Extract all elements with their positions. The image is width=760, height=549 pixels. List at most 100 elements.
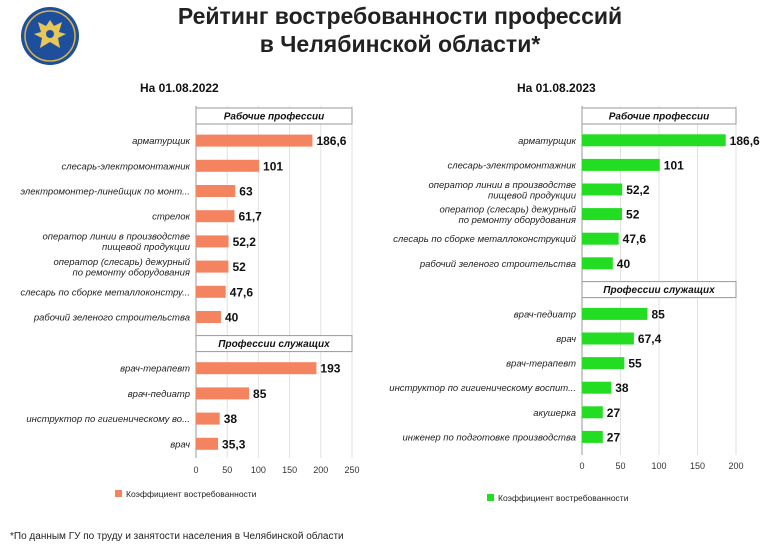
data-label: 63 [239,185,253,199]
category-label: арматурщик [132,136,190,147]
category-label: слесарь-электромонтажник [62,161,191,172]
x-tick-label: 100 [651,461,666,471]
section-header-box [581,281,737,299]
bar [196,185,236,197]
data-label: 47,6 [230,285,254,299]
category-label: рабочий зеленого строительства [419,259,576,270]
x-tick-label: 100 [251,465,266,475]
section-header-box [195,335,353,353]
category-label: слесарь по сборке металлоконстру... [20,287,190,298]
bar [582,134,726,147]
data-label: 85 [253,387,267,401]
category-label: инженер по подготовке производства [403,432,576,443]
chart-2023: На 01.08.2023 0 50 100 150 200 Рабочие професс… [389,81,760,503]
category-label: оператор линии в производстве пищевой про… [42,232,190,254]
category-label: оператор (слесарь) дежурный по ремонту об… [439,204,576,226]
legend-label: Коэффициент востребованности [126,489,257,499]
x-tick-label: 250 [344,465,359,475]
category-label: врач [556,334,576,345]
bar [196,311,221,323]
data-label: 186,6 [316,134,346,148]
bar [582,183,623,196]
bar [196,134,313,147]
emblem-logo [20,6,80,66]
bar [196,210,235,223]
panel-date-label: На 01.08.2022 [140,81,219,95]
section-header-label: Рабочие профессии [224,111,325,123]
data-label: 52 [232,260,246,274]
data-label: 27 [607,430,621,444]
bar [196,412,220,425]
bar [196,235,229,248]
data-label: 38 [615,381,629,395]
bar [582,232,619,245]
category-label: акушерка [533,408,576,419]
x-tick-label: 150 [282,465,297,475]
data-label: 52,2 [233,235,257,249]
bar [196,387,250,400]
bar [196,285,226,298]
data-label: 52 [626,208,640,222]
category-label: оператор (слесарь) дежурный по ремонту об… [53,257,190,279]
data-label: 186,6 [730,134,760,148]
category-label: рабочий зеленого строительства [33,313,190,324]
data-label: 193 [320,362,340,376]
bar [582,430,603,443]
title-line-1: Рейтинг востребованности профессий [177,3,623,29]
section-header-label: Профессии служащих [218,338,330,350]
data-label: 47,6 [623,232,647,246]
category-label: оператор линии в производстве пищевой про… [428,180,576,202]
page-title: Рейтинг востребованности профессий в Чел… [90,2,710,58]
category-label: врач [170,439,190,450]
x-tick-label: 0 [579,461,584,471]
x-tick-label: 0 [193,465,198,475]
chart-2022: На 01.08.2022 0 50 100 150 200 250 Рабочие проф… [20,81,359,499]
category-label: слесарь по сборке металлоконструкций [393,234,577,245]
title-line-2: в Челябинской области* [259,31,541,57]
bar [196,159,260,172]
category-label: инструктор по гигиеническому воспит... [389,383,576,394]
category-label: инструктор по гигиеническому во... [26,414,190,425]
category-label: врач-педиатр [514,309,576,320]
section-header-label: Профессии служащих [603,284,715,296]
bar [582,381,612,394]
data-label: 35,3 [222,437,246,451]
data-label: 101 [263,159,283,173]
section-header-box [581,107,737,125]
x-tick-label: 50 [615,461,625,471]
category-label: врач-педиатр [128,389,190,400]
bar [582,208,623,221]
data-label: 38 [224,412,238,426]
data-label: 85 [651,307,665,321]
bar [196,437,219,450]
data-label: 40 [617,257,631,271]
bar [582,357,625,370]
legend-swatch [115,490,122,497]
category-label: электромонтер-линейщик по монт... [20,187,190,198]
data-label: 67,4 [638,332,662,346]
bar [582,332,634,345]
data-label: 101 [664,158,684,172]
category-label: врач-терапевт [506,359,576,370]
category-label: стрелок [152,212,190,223]
bar [196,260,229,273]
section-header-label: Рабочие профессии [609,111,710,123]
data-label: 52,2 [626,183,650,197]
footnote: *По данным ГУ по труду и занятости насел… [10,531,344,542]
x-tick-label: 50 [222,465,232,475]
bar [582,158,660,171]
x-tick-label: 200 [728,461,743,471]
category-label: слесарь-электромонтажник [448,160,577,171]
legend-swatch [487,494,494,501]
x-tick-label: 150 [690,461,705,471]
data-label: 55 [628,357,642,371]
bar [582,307,648,320]
bar [196,362,317,375]
section-header-box [195,107,353,125]
category-label: арматурщик [518,136,576,147]
data-label: 40 [225,311,239,325]
bar [582,257,613,270]
bar [582,406,603,419]
legend-label: Коэффициент востребованности [498,493,629,503]
x-tick-label: 200 [313,465,328,475]
